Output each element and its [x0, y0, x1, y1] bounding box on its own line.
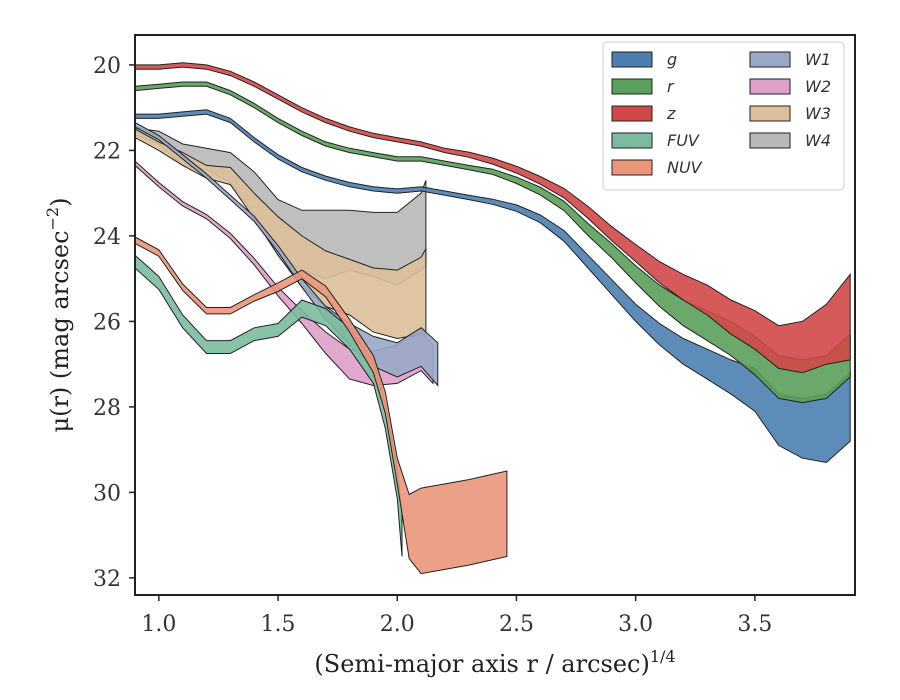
y-tick-label: 30	[93, 481, 121, 506]
x-tick-label: 3.0	[618, 612, 653, 637]
band-nuv	[135, 236, 508, 575]
plot-bands	[135, 62, 851, 575]
x-tick-label: 1.0	[141, 612, 176, 637]
y-axis-title-exponent: −2	[43, 207, 62, 231]
x-tick-label: 2.0	[380, 612, 415, 637]
x-tick-label: 2.5	[499, 612, 534, 637]
legend-label-w2: W2	[805, 77, 831, 96]
legend-label-r: r	[667, 77, 675, 96]
y-axis-title: μ(r) (mag arcsec−2)	[43, 198, 74, 433]
band-g	[135, 109, 851, 464]
legend-label-w1: W1	[805, 50, 831, 69]
x-tick-label: 3.5	[737, 612, 772, 637]
y-tick-label: 28	[93, 396, 121, 421]
legend-label-fuv: FUV	[667, 131, 700, 150]
legend: grz FUV NUV W1 W2 W3 W4	[602, 41, 845, 191]
legend-swatch-w2	[749, 78, 791, 95]
legend-swatch-w1	[749, 51, 791, 68]
band-w1	[135, 122, 439, 387]
plot-frame	[134, 34, 856, 596]
y-axis-ticks: 20 22 24 26 28 30 32	[93, 54, 135, 592]
y-tick-label: 20	[93, 54, 121, 79]
y-tick-label: 26	[93, 310, 121, 335]
legend-swatch-z	[611, 105, 653, 122]
legend-swatch-nuv	[611, 159, 653, 176]
legend-label-w4: W4	[805, 131, 831, 150]
x-axis-ticks: 1.0 1.5 2.0 2.5 3.0 3.5	[141, 595, 772, 637]
legend-swatch-fuv	[611, 132, 653, 149]
legend-label-g: g	[667, 50, 677, 69]
y-tick-label: 22	[93, 139, 121, 164]
x-axis-title: (Semi-major axis r / arcsec)1/4	[314, 647, 675, 678]
band-fuv	[135, 254, 403, 557]
legend-swatch-r	[611, 78, 653, 95]
x-tick-label: 1.5	[261, 612, 296, 637]
legend-swatch-w3	[749, 105, 791, 122]
legend-label-w3: W3	[805, 104, 831, 123]
legend-swatch-g	[611, 51, 653, 68]
y-tick-label: 24	[93, 225, 121, 250]
band-w2	[135, 160, 434, 387]
x-axis-title-exponent: 1/4	[650, 647, 676, 666]
y-tick-label: 32	[93, 567, 121, 592]
band-z	[135, 62, 851, 374]
legend-label-z: z	[666, 104, 676, 123]
legend-label-nuv: NUV	[667, 158, 703, 177]
legend-swatch-w4	[749, 132, 791, 149]
band-r	[135, 81, 851, 404]
